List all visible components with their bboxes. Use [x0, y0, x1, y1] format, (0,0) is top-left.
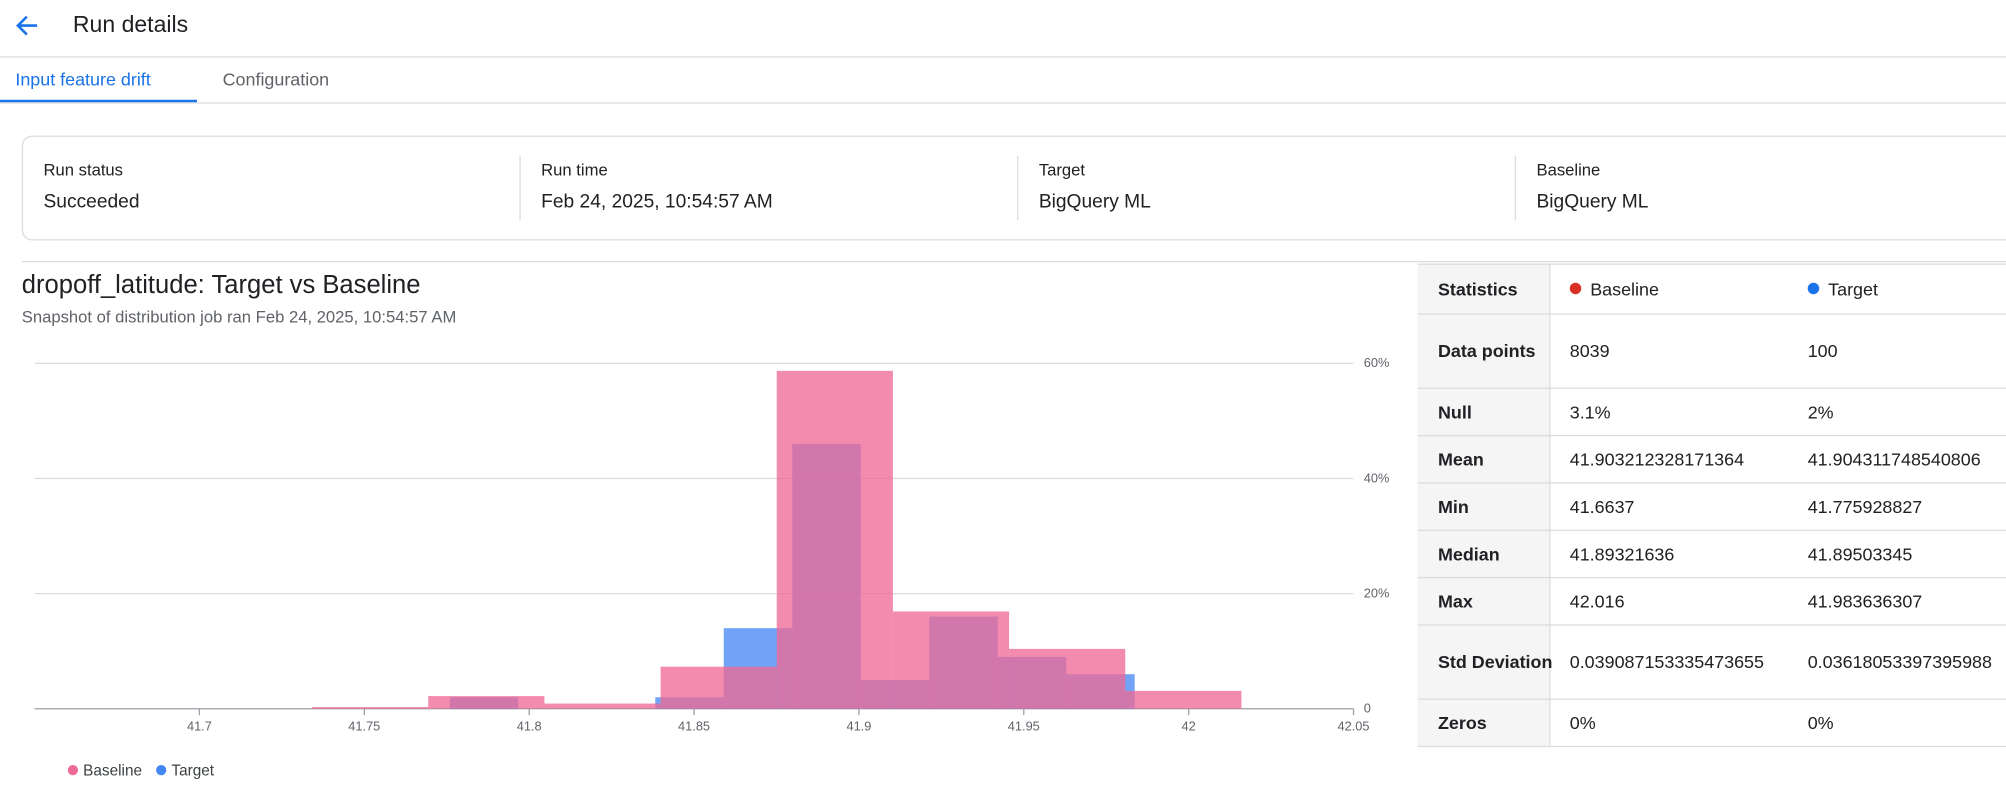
stat-value: 3.1% — [1569, 401, 1611, 422]
stat-label: Max — [1437, 590, 1473, 611]
row-border — [1417, 434, 2006, 437]
legend-dot — [1569, 282, 1582, 295]
tab-indicator — [0, 99, 198, 103]
stat-value: 0.039087153335473655 — [1569, 651, 1764, 672]
header-text: Baseline — [1590, 278, 1659, 299]
histogram: 0 20% 40% 60% 41.7 41.75 41.8 41.85 41.9 41.95 42 4… — [34, 355, 1390, 779]
stat-value: 0.03618053397395988 — [1807, 651, 1992, 672]
stat-value: 41.983636307 — [1807, 590, 1923, 611]
legend-label: Target — [171, 762, 214, 779]
back-button[interactable] — [13, 12, 41, 40]
stat-value: 42.016 — [1569, 590, 1625, 611]
tab[interactable]: Configuration — [222, 69, 330, 90]
stat-value: 41.89321636 — [1569, 543, 1675, 564]
row-border — [1417, 576, 2006, 579]
histogram-bar — [892, 611, 1010, 709]
row-border — [1417, 529, 2006, 531]
summary-value: BigQuery ML — [1536, 190, 1649, 213]
summary-label: Run time — [541, 159, 608, 180]
row-border — [1417, 263, 2006, 265]
header-text: Statistics — [1437, 278, 1518, 299]
header-cell: Statistics — [1438, 264, 1518, 314]
x-tick-label: 41.8 — [517, 719, 542, 734]
header-text: Target — [1828, 278, 1878, 299]
y-tick-label: 0 — [1364, 701, 1371, 716]
histogram-bar — [428, 696, 545, 709]
row-border — [1417, 624, 2006, 626]
y-tick-label: 20% — [1364, 585, 1390, 600]
x-tick-label: 41.85 — [678, 719, 710, 734]
divider — [0, 102, 2006, 104]
header-cell: Target — [1807, 264, 1878, 314]
label-column-bg — [1417, 263, 1550, 746]
stat-label: Min — [1437, 495, 1469, 517]
statistics-table: Statistics Baseline Target Data points 8039 1… — [1417, 263, 2006, 748]
x-tick-label: 41.95 — [1008, 719, 1040, 734]
stat-value: 100 — [1807, 340, 1838, 361]
stat-label: Null — [1437, 401, 1472, 422]
separator — [1514, 156, 1517, 221]
row-border — [1417, 387, 2006, 389]
histogram-bar — [776, 370, 893, 709]
stat-value: 41.775928827 — [1807, 495, 1923, 517]
stat-label: Data points — [1437, 340, 1536, 361]
stat-value: 0% — [1569, 711, 1596, 733]
stat-value: 0% — [1807, 711, 1834, 733]
histogram-bar — [544, 703, 661, 709]
stat-value: 41.904311748540806 — [1807, 448, 1981, 469]
divider — [21, 260, 2006, 263]
x-tick-label: 41.9 — [846, 719, 871, 734]
row-border — [1417, 745, 2006, 748]
chart-title: dropoff_latitude: Target vs Baseline — [21, 271, 421, 300]
column-border — [1549, 263, 1551, 746]
page-title: Run details — [72, 11, 189, 38]
separator — [1017, 156, 1019, 221]
summary-label: Run status — [43, 159, 124, 180]
y-tick-label: 60% — [1364, 355, 1390, 370]
tab-active[interactable]: Input feature drift — [15, 69, 151, 90]
header-cell: Baseline — [1569, 264, 1659, 314]
x-tick-label: 42 — [1182, 719, 1196, 734]
x-tick-label: 41.7 — [187, 719, 212, 734]
separator — [519, 156, 521, 221]
legend-dot — [1807, 282, 1820, 295]
legend-marker — [67, 765, 79, 776]
histogram-bar — [660, 666, 777, 709]
divider — [0, 56, 2006, 58]
stat-label: Median — [1437, 543, 1500, 564]
summary-label: Target — [1038, 159, 1086, 180]
stat-value: 41.903212328171364 — [1569, 448, 1745, 469]
summary-value: BigQuery ML — [1038, 190, 1151, 213]
row-border — [1417, 313, 2006, 315]
histogram-bar — [312, 707, 429, 709]
summary-card — [21, 135, 2006, 241]
stat-label: Zeros — [1437, 711, 1487, 733]
stat-value: 41.6637 — [1569, 495, 1635, 517]
legend-marker — [156, 765, 167, 776]
summary-value: Feb 24, 2025, 10:54:57 AM — [541, 190, 773, 213]
legend-label: Baseline — [83, 762, 142, 779]
stat-value: 2% — [1807, 401, 1834, 422]
x-tick-label: 41.75 — [348, 719, 380, 734]
x-tick-label: 42.05 — [1338, 719, 1370, 734]
chart-subtitle: Snapshot of distribution job ran Feb 24,… — [21, 307, 457, 327]
stat-value: 8039 — [1569, 340, 1610, 361]
y-tick-label: 40% — [1364, 470, 1390, 485]
histogram-bar — [1009, 648, 1126, 709]
stat-label: Mean — [1437, 448, 1484, 469]
summary-value: Succeeded — [43, 190, 140, 213]
stat-label: Std Deviation — [1437, 651, 1553, 672]
summary-label: Baseline — [1536, 159, 1601, 180]
stat-value: 41.89503345 — [1807, 543, 1913, 564]
histogram-bar — [1125, 690, 1242, 709]
row-border — [1417, 698, 2006, 700]
row-border — [1417, 482, 2006, 484]
